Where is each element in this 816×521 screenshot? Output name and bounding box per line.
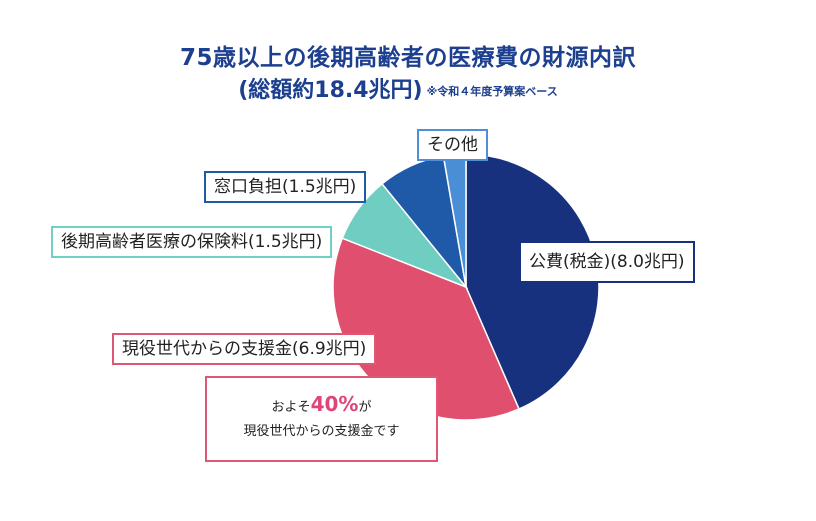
slice-label-other: その他: [417, 129, 488, 161]
callout-suffix: が: [358, 400, 372, 415]
callout-prefix: およそ: [271, 400, 311, 415]
slice-label-copay: 窓口負担(1.5兆円): [204, 171, 367, 203]
total-amount: (総額約18.4兆円): [238, 78, 423, 103]
callout-percent: 40%: [310, 392, 359, 416]
slice-label-premium: 後期高齢者医療の保険料(1.5兆円): [51, 226, 333, 258]
support-callout: およそ40%が 現役世代からの支援金です: [205, 376, 438, 462]
callout-line2: 現役世代からの支援金です: [243, 424, 400, 439]
slice-label-support: 現役世代からの支援金(6.9兆円): [112, 333, 377, 365]
chart-title: 75歳以上の後期高齢者の医療費の財源内訳: [179, 45, 636, 71]
slice-label-public: 公費(税金)(8.0兆円): [519, 241, 695, 283]
budget-note: ※令和４年度予算案ベース: [426, 85, 558, 98]
chart-subtitle: (総額約18.4兆円) ※令和４年度予算案ベース: [0, 72, 806, 104]
